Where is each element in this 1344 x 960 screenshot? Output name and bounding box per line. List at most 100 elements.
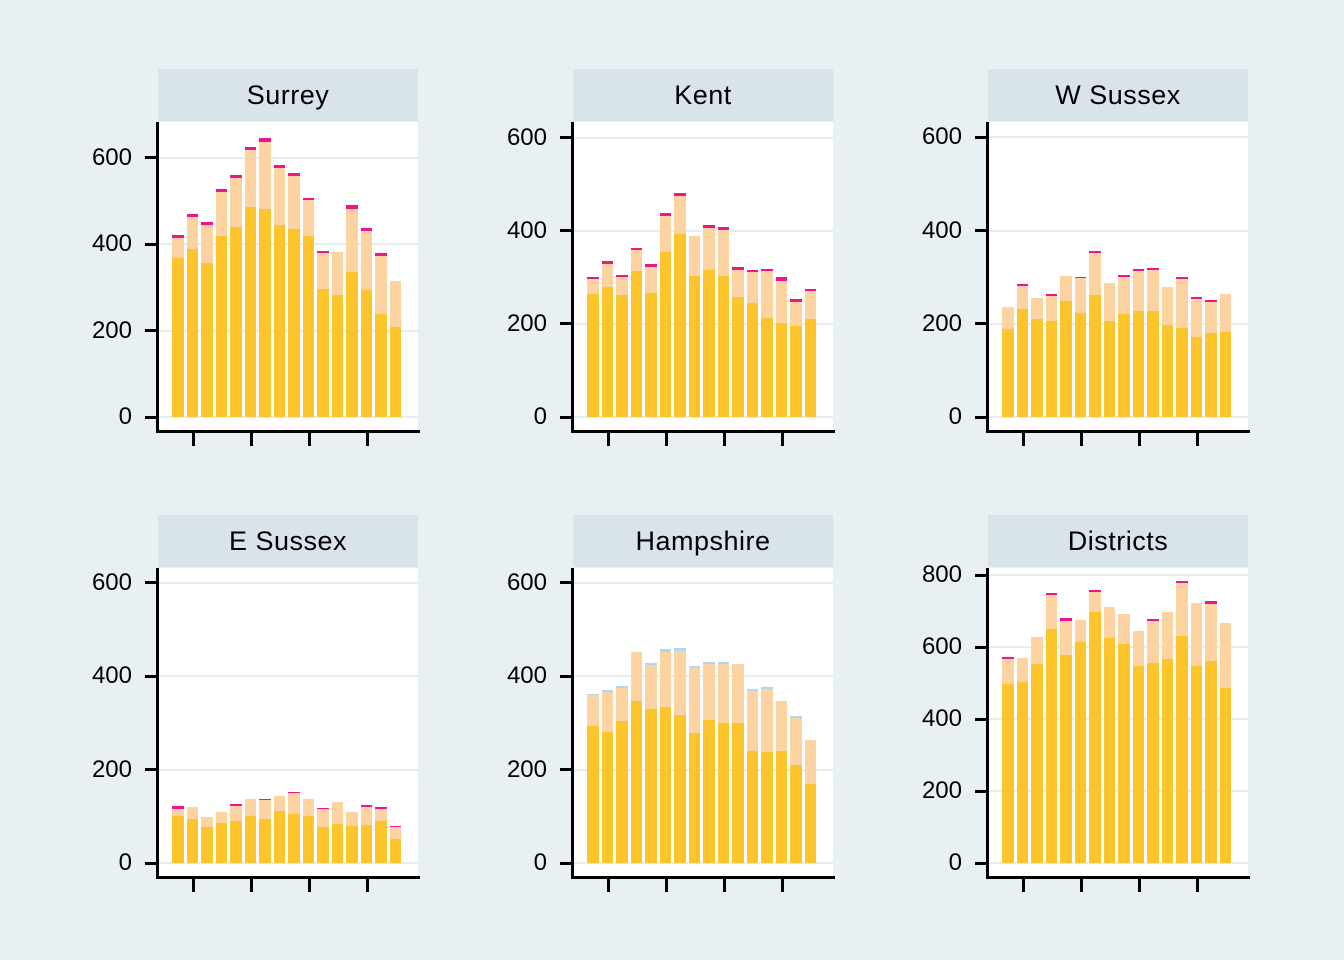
bar bbox=[616, 685, 628, 863]
bar-segment-magenta bbox=[1147, 268, 1159, 271]
x-tick bbox=[1138, 879, 1142, 892]
x-tick bbox=[723, 433, 727, 446]
bar-segment-peach bbox=[273, 168, 285, 225]
panel-header-band: Hampshire bbox=[573, 515, 833, 567]
bar-segment-magenta bbox=[273, 165, 285, 169]
bar-segment-gold bbox=[1031, 319, 1043, 417]
bar-segment-gold bbox=[717, 722, 729, 863]
bar-segment-magenta bbox=[288, 791, 300, 794]
bar-segment-peach bbox=[1118, 276, 1130, 315]
bar-segment-magenta bbox=[761, 269, 773, 272]
plot-area bbox=[988, 122, 1248, 430]
bar-segment-peach bbox=[1103, 283, 1115, 321]
bar-segment-peach bbox=[703, 663, 715, 720]
bar-segment-gold bbox=[1176, 328, 1188, 417]
y-tick bbox=[145, 156, 156, 160]
x-tick bbox=[366, 433, 370, 446]
bar bbox=[288, 791, 300, 863]
bar bbox=[790, 299, 802, 417]
bar bbox=[1089, 590, 1101, 863]
y-tick-label: 200 bbox=[921, 777, 962, 805]
bar bbox=[601, 261, 613, 417]
gridline-y-0 bbox=[988, 416, 1248, 418]
y-tick-label: 0 bbox=[118, 849, 132, 876]
bar-segment-magenta bbox=[215, 188, 227, 192]
bar-segment-gold bbox=[1016, 309, 1028, 417]
y-tick-label: 0 bbox=[533, 403, 547, 430]
bar-segment-lightblue bbox=[601, 690, 613, 693]
bar-segment-gold bbox=[1190, 336, 1202, 417]
bar-segment-gold bbox=[389, 326, 401, 417]
bar-segment-peach bbox=[1147, 270, 1159, 312]
bar-segment-gold bbox=[215, 235, 227, 417]
bar-segment-magenta bbox=[775, 276, 787, 281]
y-tick bbox=[145, 581, 156, 585]
bar-segment-gold bbox=[1031, 663, 1043, 863]
bar-segment-peach bbox=[703, 228, 715, 271]
x-tick bbox=[665, 433, 669, 446]
bar-segment-peach bbox=[186, 806, 198, 820]
y-tick-label: 600 bbox=[921, 123, 962, 151]
bar-segment-magenta bbox=[186, 214, 198, 218]
bar bbox=[1132, 630, 1144, 863]
bar-segment-gold bbox=[1002, 329, 1014, 417]
x-tick bbox=[192, 433, 196, 446]
bar-segment-gold bbox=[288, 228, 300, 417]
bar-segment-peach bbox=[389, 280, 401, 327]
bar-segment-peach bbox=[1045, 296, 1057, 321]
bar-segment-gold bbox=[230, 227, 242, 417]
bar-segment-magenta bbox=[1045, 294, 1057, 297]
plot-area bbox=[158, 568, 418, 876]
bar-segment-gold bbox=[775, 323, 787, 417]
bar-segment-gold bbox=[1118, 314, 1130, 417]
panel-header-band: Surrey bbox=[158, 69, 418, 121]
bar-segment-peach bbox=[674, 196, 686, 234]
bar-segment-magenta bbox=[1190, 297, 1202, 300]
bar-segment-magenta bbox=[1176, 581, 1188, 584]
bar bbox=[746, 688, 758, 863]
bar bbox=[1176, 276, 1188, 417]
y-tick bbox=[975, 861, 986, 865]
bar bbox=[587, 277, 599, 417]
bar bbox=[703, 661, 715, 863]
bar-segment-gold bbox=[674, 714, 686, 863]
bar-segment-peach bbox=[1132, 630, 1144, 666]
bar-segment-lightblue bbox=[703, 661, 715, 664]
bar-segment-magenta bbox=[230, 804, 242, 807]
bar-segment-magenta bbox=[302, 197, 314, 201]
bar-segment-gold bbox=[230, 821, 242, 863]
bar-segment-peach bbox=[761, 688, 773, 752]
bar-segment-peach bbox=[761, 271, 773, 318]
bar-segment-peach bbox=[1161, 611, 1173, 660]
bar bbox=[732, 267, 744, 417]
x-tick bbox=[192, 879, 196, 892]
bar-segment-magenta bbox=[360, 804, 372, 807]
gridline-y-600 bbox=[158, 156, 418, 159]
plot-area bbox=[158, 122, 418, 430]
bar bbox=[1132, 269, 1144, 417]
panel-title: Surrey bbox=[246, 79, 330, 110]
bar-segment-peach bbox=[1147, 621, 1159, 663]
y-axis-line bbox=[986, 122, 989, 433]
bar bbox=[375, 807, 387, 863]
bar-segment-gold bbox=[717, 275, 729, 417]
bar-segment-gold bbox=[1074, 312, 1086, 417]
bar-segment-peach bbox=[172, 237, 184, 258]
bar-segment-gold bbox=[630, 271, 642, 417]
bar bbox=[804, 739, 816, 863]
y-tick-label: 0 bbox=[118, 403, 132, 430]
bar-segment-gold bbox=[259, 819, 271, 863]
y-tick bbox=[145, 674, 156, 678]
bar-segment-peach bbox=[630, 651, 642, 702]
bar-segment-gold bbox=[273, 224, 285, 417]
bar bbox=[201, 817, 213, 863]
bar-segment-magenta bbox=[616, 275, 628, 278]
bar-segment-gold bbox=[674, 233, 686, 417]
bar-segment-peach bbox=[1205, 301, 1217, 333]
bar-segment-gold bbox=[1103, 320, 1115, 417]
y-tick-label: 600 bbox=[921, 633, 962, 661]
bar bbox=[172, 235, 184, 417]
x-tick bbox=[723, 879, 727, 892]
bar-segment-peach bbox=[360, 806, 372, 826]
y-tick-label: 200 bbox=[506, 755, 547, 783]
